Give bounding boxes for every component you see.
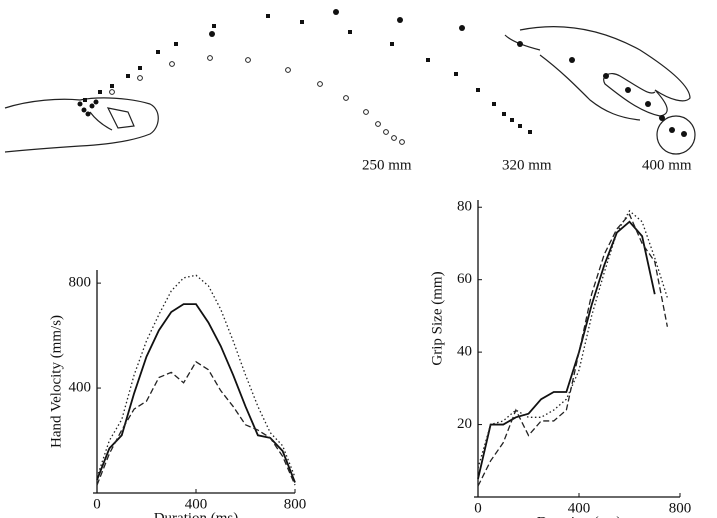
x-tick-label: 0	[474, 500, 482, 516]
dot	[300, 20, 304, 24]
series-line	[477, 220, 656, 480]
dot	[209, 31, 215, 37]
y-tick-label: 800	[69, 275, 92, 291]
dot	[285, 67, 291, 73]
dot	[645, 101, 651, 107]
dot	[518, 124, 522, 128]
trajectory-dots	[77, 9, 687, 145]
dot	[492, 102, 496, 106]
dot	[669, 127, 675, 133]
dot	[426, 58, 430, 62]
dot	[169, 61, 175, 67]
dot	[383, 129, 389, 135]
dot	[85, 111, 91, 117]
dot	[625, 87, 631, 93]
dot	[110, 84, 114, 88]
dot	[109, 89, 115, 95]
dot	[174, 42, 178, 46]
dot	[528, 130, 532, 134]
dot	[363, 109, 369, 115]
dot	[343, 95, 349, 101]
dot	[603, 73, 609, 79]
dot	[266, 14, 270, 18]
dot	[569, 57, 575, 63]
y-tick-label: 60	[457, 271, 472, 287]
dot	[510, 118, 514, 122]
x-tick-label: 400	[568, 500, 591, 516]
y-axis-label: Hand Velocity (mm/s)	[48, 315, 64, 448]
y-tick-label: 20	[457, 416, 472, 432]
dot	[375, 121, 381, 127]
series-line	[96, 274, 296, 478]
dot	[93, 99, 99, 105]
x-axis-label: Duration (ms)	[537, 514, 622, 518]
dot	[517, 41, 523, 47]
trajectory-label: 400 mm	[642, 157, 692, 173]
series-line	[96, 360, 296, 486]
y-tick-label: 80	[457, 199, 472, 215]
dot	[348, 30, 352, 34]
dot	[390, 42, 394, 46]
dot	[659, 115, 665, 121]
dot	[502, 112, 506, 116]
dot	[212, 24, 216, 28]
trajectory-label: 250 mm	[362, 157, 412, 173]
x-tick-label: 800	[284, 496, 307, 512]
dot	[81, 107, 87, 113]
dot	[681, 131, 687, 137]
trajectory-label: 320 mm	[502, 157, 552, 173]
series-line	[477, 209, 668, 469]
y-axis-label: Grip Size (mm)	[429, 271, 445, 365]
series-line	[96, 303, 296, 483]
y-tick-label: 40	[457, 344, 472, 360]
x-tick-label: 400	[185, 496, 208, 512]
dot	[126, 74, 130, 78]
dot	[459, 25, 465, 31]
right-hand	[504, 26, 696, 155]
dot	[207, 55, 213, 61]
dot	[454, 72, 458, 76]
x-tick-label: 800	[669, 500, 692, 516]
dot	[391, 135, 397, 141]
x-axis-label: Duration (ms)	[154, 510, 239, 518]
dot	[476, 88, 480, 92]
x-tick-label: 0	[93, 496, 101, 512]
left-hand	[4, 97, 159, 153]
dot	[156, 50, 160, 54]
dot	[77, 101, 83, 107]
series-line	[477, 213, 669, 487]
dot	[137, 75, 143, 81]
y-tick-label: 400	[69, 379, 92, 395]
dot	[333, 9, 339, 15]
dot	[83, 98, 87, 102]
dot	[397, 17, 403, 23]
dot	[317, 81, 323, 87]
dot	[245, 57, 251, 63]
dot	[98, 90, 102, 94]
dot	[399, 139, 405, 145]
dot	[89, 103, 95, 109]
dot	[138, 66, 142, 70]
